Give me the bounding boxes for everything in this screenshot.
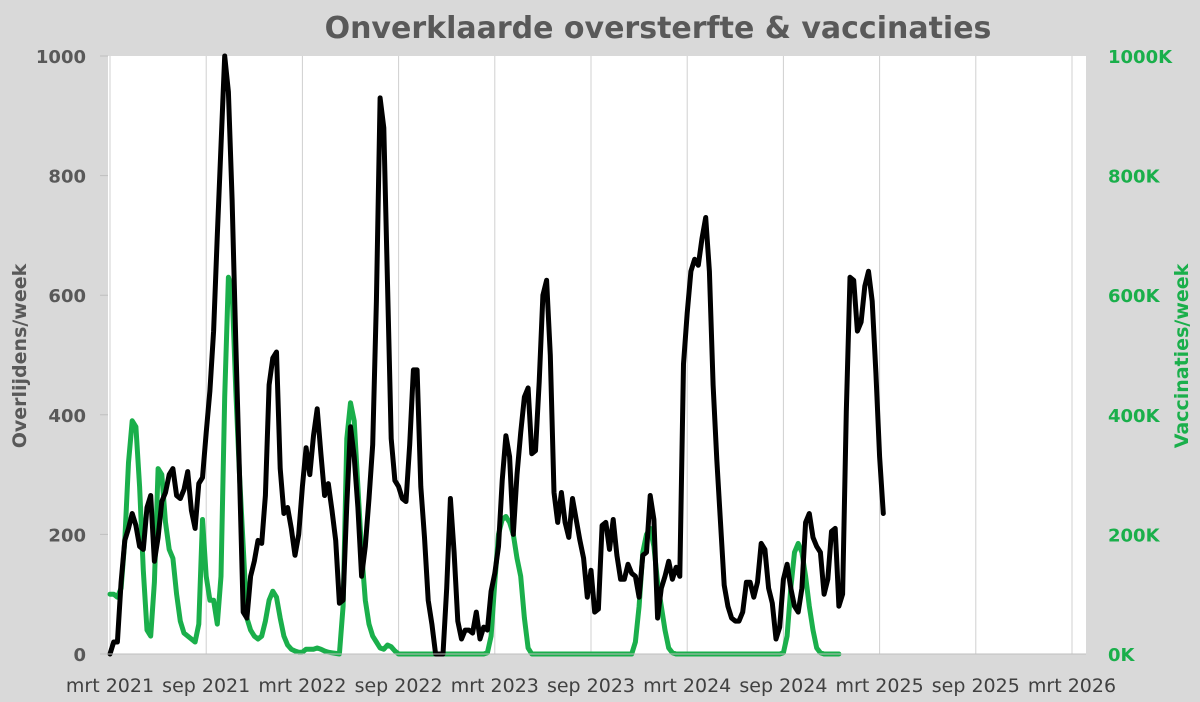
deaths-line	[107, 53, 886, 657]
y-tick-label-left: 1000	[36, 47, 86, 68]
series-group	[107, 53, 886, 657]
x-tick-label: mrt 2024	[643, 675, 731, 697]
y-tick-label-right: 0K	[1108, 645, 1136, 666]
x-tick-label: mrt 2023	[451, 675, 539, 697]
x-tick-label: mrt 2021	[66, 675, 154, 697]
y-tick-label-right: 600K	[1108, 286, 1161, 307]
y-tick-label-left: 0	[73, 645, 86, 666]
y-axis-label-left: Overlijdens/week	[9, 263, 31, 448]
x-tick-label: sep 2024	[739, 675, 827, 697]
y-tick-label-left: 600	[48, 286, 86, 307]
x-tick-label: sep 2025	[932, 675, 1020, 697]
gridlines	[109, 56, 1073, 654]
y-tick-label-left: 200	[48, 525, 86, 546]
x-tick-label: sep 2023	[547, 675, 635, 697]
y-tick-label-right: 400K	[1108, 406, 1161, 427]
x-tick-label: sep 2022	[355, 675, 443, 697]
plot-area	[108, 56, 1086, 654]
chart-title: Onverklaarde oversterfte & vaccinaties	[325, 11, 992, 46]
y-tick-label-right: 800K	[1108, 167, 1161, 188]
x-tick-label: mrt 2025	[836, 675, 924, 697]
y-tick-label-right: 1000K	[1108, 47, 1173, 68]
y-tick-label-left: 400	[48, 406, 86, 427]
y-tick-label-right: 200K	[1108, 525, 1161, 546]
y-tick-label-left: 800	[48, 167, 86, 188]
x-tick-label: sep 2021	[162, 675, 250, 697]
x-tick-label: mrt 2026	[1028, 675, 1116, 697]
x-tick-label: mrt 2022	[258, 675, 346, 697]
axes: 0 200 400 600 800 1000 0K 200K 400K 600K 800K 1000K…	[36, 47, 1173, 697]
y-axis-label-right: Vaccinaties/week	[1171, 263, 1193, 448]
